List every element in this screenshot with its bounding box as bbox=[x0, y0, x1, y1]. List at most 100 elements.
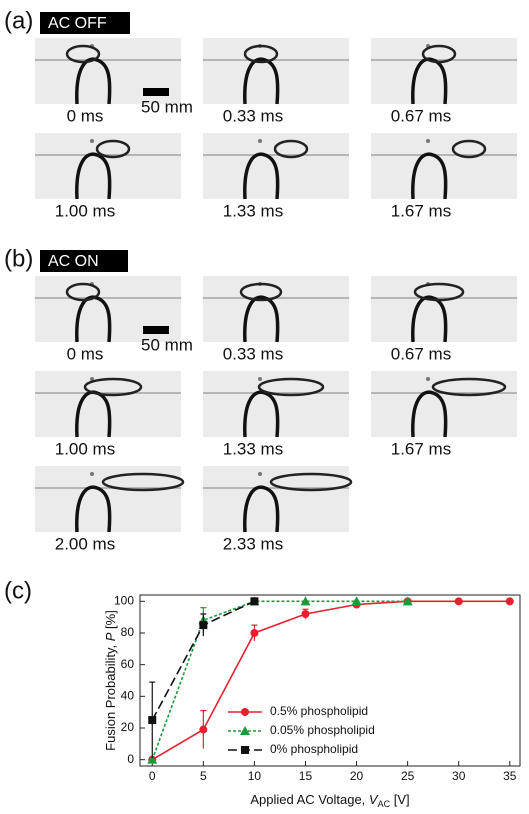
marker bbox=[250, 597, 259, 606]
micrograph bbox=[203, 133, 349, 200]
time-label: 0.67 ms bbox=[391, 106, 451, 125]
time-label: 0 ms bbox=[67, 344, 104, 363]
micrograph bbox=[371, 133, 517, 200]
x-axis-label-part: AC bbox=[378, 799, 391, 809]
moving-droplet bbox=[95, 139, 131, 159]
moving-droplet bbox=[431, 377, 507, 397]
moving-droplet bbox=[101, 472, 185, 492]
time-label: 0.33 ms bbox=[223, 106, 283, 125]
y-axis-label: Fusion Probability, P [%] bbox=[103, 610, 118, 751]
micrograph bbox=[203, 466, 353, 533]
dust bbox=[258, 472, 262, 476]
scale-bar-label: 50 mm bbox=[141, 335, 193, 354]
moving-droplet bbox=[65, 44, 101, 64]
micrograph bbox=[35, 133, 181, 200]
y-tick-label: 40 bbox=[121, 689, 135, 703]
nozzle-droplet bbox=[411, 57, 448, 105]
time-label: 1.00 ms bbox=[55, 439, 115, 458]
marker bbox=[301, 610, 310, 618]
tag-bg bbox=[40, 12, 130, 34]
panel-label: (c) bbox=[4, 577, 32, 604]
nozzle-droplet bbox=[411, 295, 448, 343]
micrograph bbox=[371, 38, 517, 105]
legend-marker bbox=[240, 726, 250, 735]
x-tick-label: 20 bbox=[350, 769, 364, 783]
y-axis-label-part: P bbox=[103, 632, 118, 641]
y-tick-label: 20 bbox=[121, 720, 135, 734]
dust bbox=[258, 139, 262, 143]
scale-bar-label: 50 mm bbox=[141, 97, 193, 116]
plot-frame bbox=[139, 594, 521, 767]
time-label: 1.00 ms bbox=[55, 201, 115, 220]
legend-marker bbox=[241, 746, 249, 754]
nozzle-droplet bbox=[75, 57, 112, 105]
marker bbox=[454, 597, 463, 606]
x-tick-label: 5 bbox=[200, 769, 207, 783]
time-label: 0 ms bbox=[67, 106, 104, 125]
marker bbox=[402, 596, 413, 606]
x-tick-label: 30 bbox=[452, 769, 466, 783]
marker bbox=[199, 621, 208, 630]
marker bbox=[148, 716, 157, 725]
dust bbox=[426, 139, 430, 143]
moving-droplet bbox=[273, 139, 309, 159]
x-axis-label-part: Applied AC Voltage, bbox=[250, 792, 369, 807]
x-axis-label-part: V bbox=[369, 792, 379, 807]
y-axis-label-part: Fusion Probability, bbox=[103, 641, 118, 751]
dust bbox=[90, 472, 94, 476]
micrograph bbox=[371, 276, 517, 343]
marker bbox=[147, 754, 158, 764]
micrograph bbox=[35, 371, 181, 438]
dust bbox=[426, 377, 430, 381]
nozzle-droplet bbox=[75, 485, 112, 533]
legend-label: 0% phospholipid bbox=[270, 742, 358, 756]
time-label: 0.33 ms bbox=[223, 344, 283, 363]
dust bbox=[90, 377, 94, 381]
y-tick-label: 60 bbox=[121, 657, 135, 671]
y-axis-label-part: [%] bbox=[103, 610, 118, 632]
moving-droplet bbox=[421, 44, 457, 64]
x-tick-label: 10 bbox=[248, 769, 262, 783]
moving-droplet bbox=[257, 377, 325, 397]
micrograph bbox=[203, 276, 349, 343]
moving-droplet bbox=[413, 282, 465, 302]
y-tick-label: 80 bbox=[121, 625, 135, 639]
nozzle-droplet bbox=[75, 152, 112, 200]
scale-bar bbox=[143, 326, 169, 334]
x-tick-label: 35 bbox=[503, 769, 517, 783]
time-label: 2.33 ms bbox=[223, 534, 283, 553]
nozzle-droplet bbox=[411, 390, 448, 438]
nozzle-droplet bbox=[243, 295, 280, 343]
time-label: 2.00 ms bbox=[55, 534, 115, 553]
scale-bar bbox=[143, 88, 169, 96]
x-axis-label: Applied AC Voltage, VAC [V] bbox=[250, 792, 409, 809]
nozzle-droplet bbox=[243, 485, 280, 533]
dust bbox=[90, 139, 94, 143]
nozzle-droplet bbox=[411, 152, 448, 200]
x-tick-label: 25 bbox=[401, 769, 415, 783]
marker bbox=[300, 596, 311, 606]
micrograph bbox=[203, 371, 349, 438]
moving-droplet bbox=[243, 44, 279, 64]
time-label: 1.67 ms bbox=[391, 201, 451, 220]
panel-tag: AC OFF bbox=[48, 15, 107, 32]
x-tick-label: 0 bbox=[149, 769, 156, 783]
moving-droplet bbox=[239, 282, 283, 302]
legend-label: 0.5% phospholipid bbox=[270, 704, 368, 718]
time-label: 1.33 ms bbox=[223, 439, 283, 458]
moving-droplet bbox=[83, 377, 143, 397]
legend-marker bbox=[241, 708, 249, 716]
moving-droplet bbox=[269, 472, 353, 492]
series-line bbox=[151, 600, 510, 761]
panel-label: (b) bbox=[4, 245, 33, 272]
micrograph bbox=[203, 38, 349, 105]
time-label: 1.33 ms bbox=[223, 201, 283, 220]
time-label: 0.67 ms bbox=[391, 344, 451, 363]
y-tick-label: 0 bbox=[127, 752, 134, 766]
legend-label: 0.05% phospholipid bbox=[270, 723, 375, 737]
marker bbox=[505, 597, 514, 606]
y-tick-label: 100 bbox=[114, 594, 134, 608]
x-axis-label-part: [V] bbox=[390, 792, 410, 807]
nozzle-droplet bbox=[243, 390, 280, 438]
